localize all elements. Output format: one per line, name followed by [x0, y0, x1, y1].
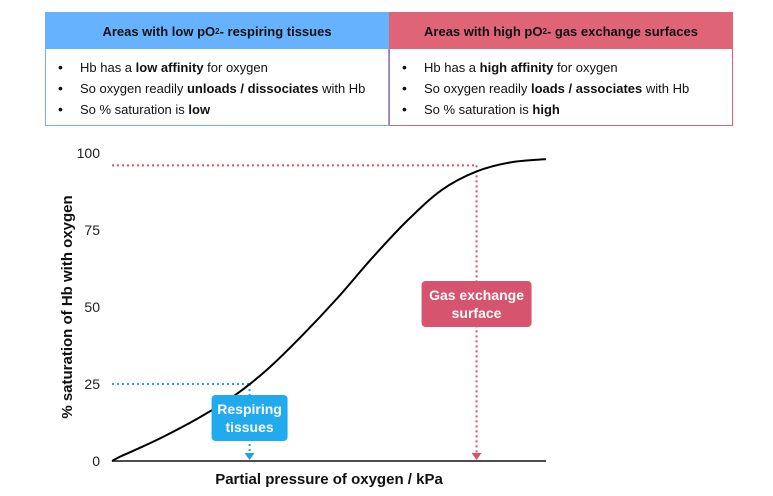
high-bullet-saturation: So % saturation is high	[402, 99, 732, 120]
gas-exchange-surface-label-line1: Gas exchange	[429, 287, 524, 303]
saturation-curve	[111, 158, 547, 462]
y-tick-label: 75	[84, 222, 100, 238]
low-po2-panel-title: Areas with low pO 2 - respiring tissues	[46, 13, 388, 49]
low-bullet-affinity: Hb has a low affinity for oxygen	[58, 57, 388, 78]
high-po2-panel-title: Areas with high pO 2 - gas exchange surfa…	[390, 13, 732, 49]
high-bullet-loads: So oxygen readily loads / associates wit…	[402, 78, 732, 99]
gas-exchange-surface-label-box	[421, 281, 532, 327]
respiring-tissues-arrow-icon	[244, 453, 255, 460]
y-tick-label: 25	[84, 376, 100, 392]
respiring-tissues-label-line2: tissues	[225, 419, 273, 435]
y-tick-label: 50	[84, 299, 100, 315]
gas-exchange-surface-label-line2: surface	[452, 305, 502, 321]
high-bullet-affinity: Hb has a high affinity for oxygen	[402, 57, 732, 78]
respiring-tissues-label-line1: Respiring	[217, 401, 282, 417]
high-po2-bullets: Hb has a high affinity for oxygen So oxy…	[390, 49, 732, 120]
low-po2-panel: Areas with low pO2 - respiring tissues H…	[45, 12, 389, 126]
low-bullet-unloads: So oxygen readily unloads / dissociates …	[58, 78, 388, 99]
high-po2-panel: Areas with high pO 2 - gas exchange surfa…	[389, 12, 733, 126]
y-tick-label: 0	[92, 453, 100, 469]
low-bullet-saturation: So % saturation is low	[58, 99, 388, 120]
x-axis-label: Partial pressure of oxygen / kPa	[215, 471, 443, 488]
y-tick-label: 100	[77, 145, 101, 161]
low-po2-bullets: Hb has a low affinity for oxygen So oxyg…	[46, 49, 388, 120]
respiring-tissues-label-box	[211, 395, 288, 441]
gas-exchange-surface-arrow-icon	[471, 453, 482, 460]
y-axis-label: % saturation of Hb with oxygen	[59, 195, 76, 418]
